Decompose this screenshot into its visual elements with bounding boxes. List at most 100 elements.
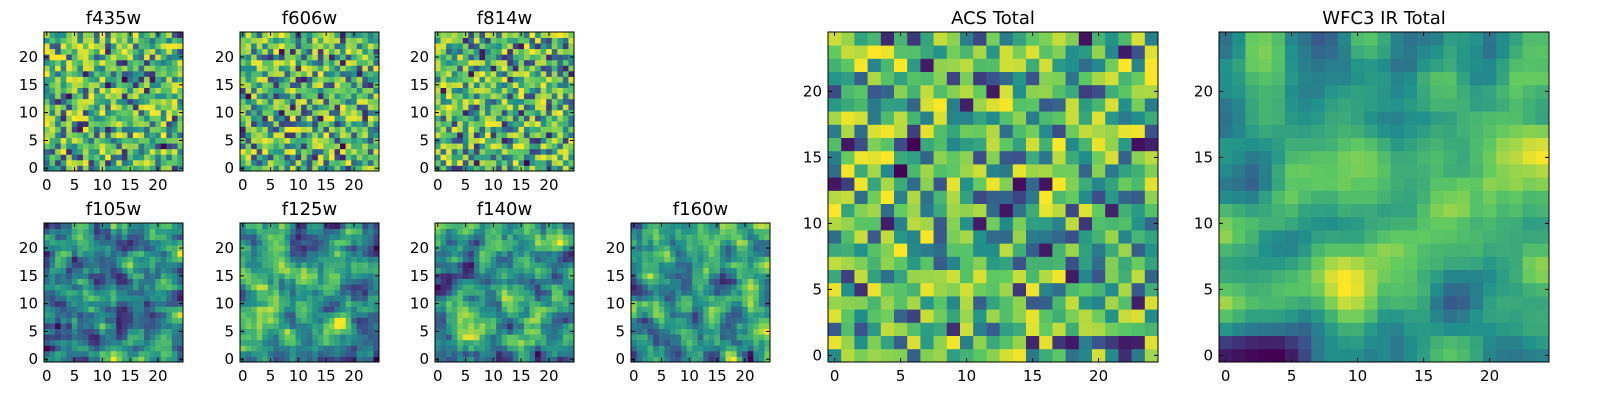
heatmap-cell xyxy=(71,228,78,235)
heatmap-cell xyxy=(317,356,324,363)
heatmap-cell xyxy=(731,234,738,241)
heatmap-cell xyxy=(440,295,447,302)
heatmap-cell xyxy=(278,32,285,38)
heatmap-cell xyxy=(496,48,503,55)
heatmap-cell xyxy=(468,289,475,296)
heatmap-cell xyxy=(55,137,62,144)
heatmap-cell xyxy=(457,234,464,241)
heatmap-cell xyxy=(501,126,508,133)
heatmap-cell xyxy=(340,120,347,127)
heatmap-cell xyxy=(251,339,258,346)
y-tick-label: 0 xyxy=(224,159,234,177)
heatmap-cell xyxy=(647,250,654,257)
heatmap-cell xyxy=(557,261,564,268)
heatmap-cell xyxy=(144,104,151,111)
heatmap-cell xyxy=(731,339,738,346)
heatmap-cell xyxy=(149,37,156,44)
heatmap-cell xyxy=(636,223,643,229)
heatmap-cell xyxy=(479,345,486,352)
heatmap-cell xyxy=(973,335,987,350)
heatmap-cell xyxy=(301,154,308,161)
heatmap-cell xyxy=(451,267,458,274)
heatmap-cell xyxy=(44,87,50,94)
heatmap-cell xyxy=(669,356,676,363)
heatmap-cell xyxy=(278,306,285,313)
heatmap-cell xyxy=(116,223,123,229)
heatmap-cell xyxy=(94,132,100,139)
heatmap-cell xyxy=(262,228,269,235)
heatmap-cell xyxy=(267,70,274,77)
heatmap-cell xyxy=(562,154,569,161)
heatmap-cell xyxy=(362,300,369,307)
heatmap-cell xyxy=(523,284,530,291)
heatmap-cell xyxy=(351,148,358,155)
heatmap-cell xyxy=(529,350,536,357)
heatmap-cell xyxy=(664,345,671,352)
heatmap-cell xyxy=(317,278,324,285)
heatmap-cell xyxy=(973,269,987,284)
heatmap-cell xyxy=(356,245,363,252)
heatmap-cell xyxy=(551,323,558,330)
heatmap-cell xyxy=(116,267,123,274)
heatmap-cell xyxy=(149,137,156,144)
heatmap-cell xyxy=(110,234,117,241)
heatmap-cell xyxy=(568,256,575,263)
heatmap-cell xyxy=(132,345,139,352)
heatmap-cell xyxy=(245,306,252,313)
heatmap-cell xyxy=(256,59,263,66)
heatmap-cell xyxy=(435,234,441,241)
heatmap-cell xyxy=(725,328,732,335)
heatmap-cell xyxy=(94,256,100,263)
heatmap-cell xyxy=(736,261,743,268)
heatmap-cell xyxy=(334,328,341,335)
heatmap-cell xyxy=(317,295,324,302)
heatmap-cell xyxy=(367,239,374,246)
heatmap-cell xyxy=(462,295,469,302)
heatmap-cell xyxy=(362,159,369,166)
heatmap-cell xyxy=(245,82,252,88)
heatmap-cell xyxy=(267,115,274,122)
heatmap-cell xyxy=(540,120,547,127)
heatmap-cell xyxy=(747,306,754,313)
y-tick-label: 5 xyxy=(419,131,429,149)
heatmap-cell xyxy=(290,245,296,252)
heatmap-cell xyxy=(267,104,274,111)
heatmap-cell xyxy=(758,234,765,241)
heatmap-cell xyxy=(747,278,754,285)
heatmap-cell xyxy=(138,234,145,241)
heatmap-cell xyxy=(160,70,167,77)
heatmap-cell xyxy=(562,261,569,268)
heatmap-cell xyxy=(278,59,285,66)
heatmap-cell xyxy=(523,261,530,268)
heatmap-cell xyxy=(546,245,553,252)
heatmap-cell xyxy=(278,126,285,133)
heatmap-cell xyxy=(1118,269,1132,284)
heatmap-cell xyxy=(121,345,128,352)
heatmap-cell xyxy=(171,323,178,330)
heatmap-cell xyxy=(77,245,84,252)
heatmap-cell xyxy=(110,32,117,38)
heatmap-cell xyxy=(171,87,178,94)
heatmap-cell xyxy=(496,278,503,285)
heatmap-cell xyxy=(446,82,453,88)
heatmap-cell xyxy=(295,256,302,263)
heatmap-cell xyxy=(171,306,178,313)
heatmap-cell xyxy=(55,267,62,274)
heatmap-cell xyxy=(485,48,491,55)
heatmap-cell xyxy=(501,250,508,257)
heatmap-cell xyxy=(340,345,347,352)
heatmap-cell xyxy=(529,93,536,100)
heatmap-cell xyxy=(71,245,78,252)
heatmap-cell xyxy=(933,203,948,218)
heatmap-cell xyxy=(334,132,341,139)
heatmap-cell xyxy=(507,250,514,257)
heatmap-cell xyxy=(551,311,558,318)
heatmap-cell xyxy=(334,120,341,127)
heatmap-cell xyxy=(686,323,693,330)
heatmap-cell xyxy=(132,82,139,88)
heatmap-cell xyxy=(468,70,475,77)
heatmap-cell xyxy=(457,239,464,246)
heatmap-cell xyxy=(479,109,486,116)
heatmap-cell xyxy=(312,317,319,324)
heatmap-cell xyxy=(251,306,258,313)
